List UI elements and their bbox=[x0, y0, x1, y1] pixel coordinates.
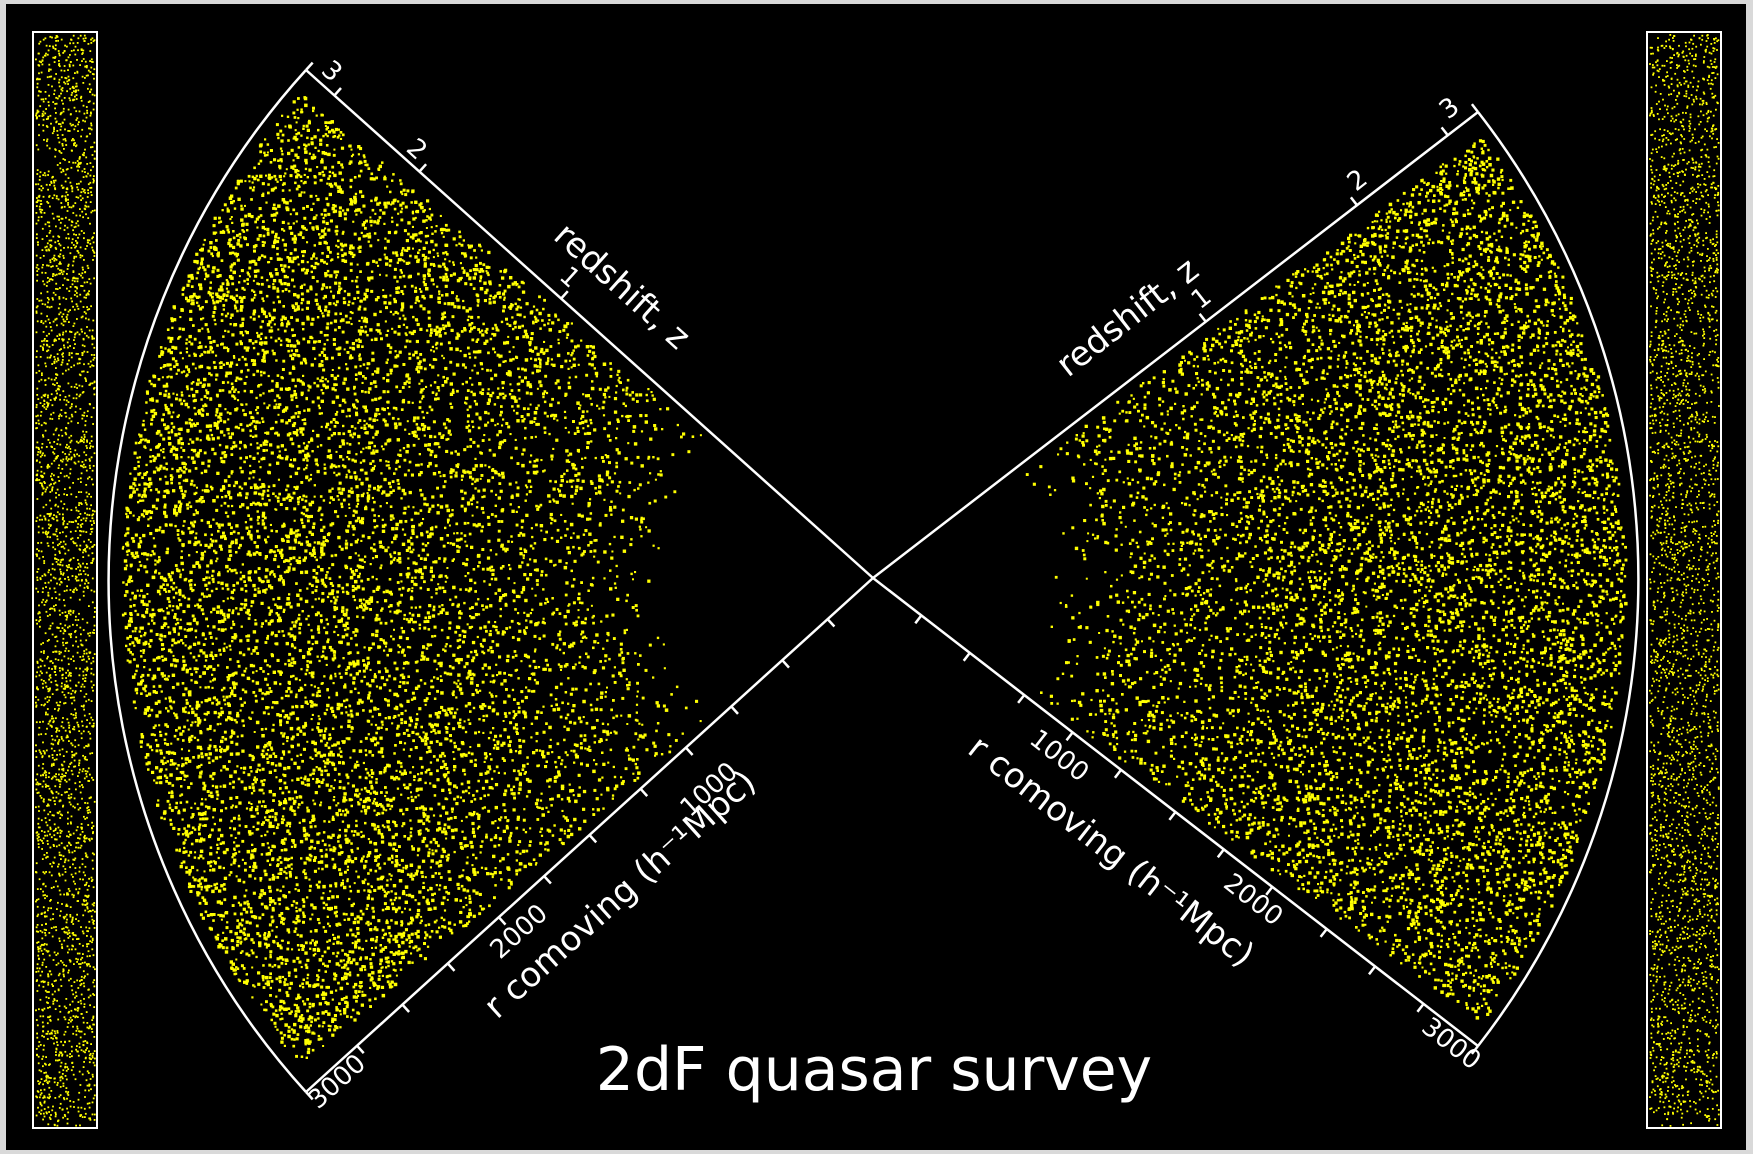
tick-mark bbox=[1349, 196, 1358, 206]
tick-mark bbox=[1319, 928, 1328, 938]
right-side-strip bbox=[1646, 31, 1722, 1129]
tick-mark bbox=[1017, 694, 1026, 704]
right-wedge-points bbox=[1025, 139, 1628, 1020]
tick-mark bbox=[418, 163, 428, 173]
tick-mark bbox=[1416, 1003, 1425, 1013]
tick-mark bbox=[1198, 313, 1207, 323]
right-strip-points bbox=[1649, 34, 1720, 1127]
left-side-strip bbox=[32, 31, 98, 1129]
right-redshift-tick-2: 2 bbox=[1342, 164, 1374, 198]
tick-mark bbox=[588, 834, 598, 844]
tick-mark bbox=[1265, 886, 1274, 896]
tick-mark bbox=[1168, 811, 1177, 821]
left-wedge-points bbox=[121, 96, 702, 1059]
tick-mark bbox=[1368, 965, 1377, 976]
tick-mark bbox=[1216, 848, 1225, 859]
tick-mark bbox=[684, 746, 694, 756]
tick-mark bbox=[560, 290, 569, 300]
tick-mark bbox=[497, 916, 507, 926]
tick-mark bbox=[1470, 1045, 1479, 1055]
tick-mark bbox=[730, 705, 739, 715]
left-wedge-labels: redshift, z 1 2 3 r comoving (h⁻¹Mpc) 10… bbox=[303, 55, 764, 1115]
right-distance-label: r comoving (h⁻¹Mpc) bbox=[960, 728, 1261, 976]
left-distance-label: r comoving (h⁻¹Mpc) bbox=[476, 762, 764, 1027]
left-distance-tick-3000: 3000 bbox=[303, 1049, 372, 1116]
tick-mark bbox=[914, 614, 923, 625]
tick-mark bbox=[781, 659, 790, 669]
tick-mark bbox=[356, 1044, 365, 1054]
tick-mark bbox=[1440, 126, 1449, 137]
tick-mark bbox=[333, 87, 342, 97]
left-strip-points bbox=[35, 34, 96, 1127]
tick-mark bbox=[1113, 769, 1122, 779]
right-distance-tick-3000: 3000 bbox=[1416, 1012, 1487, 1076]
left-redshift-tick-2: 2 bbox=[400, 133, 432, 166]
tick-mark bbox=[305, 1091, 314, 1101]
right-redshift-label: redshift, z bbox=[1049, 250, 1206, 385]
tick-mark bbox=[826, 618, 836, 628]
axis-ticks bbox=[305, 61, 1479, 1101]
tick-mark bbox=[543, 875, 552, 885]
tick-mark bbox=[1065, 731, 1074, 742]
tick-mark bbox=[639, 787, 649, 797]
tick-mark bbox=[305, 61, 314, 71]
right-redshift-tick-3: 3 bbox=[1434, 92, 1466, 126]
figure-title: 2dF quasar survey bbox=[596, 1035, 1152, 1105]
tick-mark bbox=[1470, 103, 1479, 113]
tick-mark bbox=[401, 1003, 411, 1013]
tick-mark bbox=[962, 652, 971, 662]
tick-mark bbox=[446, 962, 456, 972]
